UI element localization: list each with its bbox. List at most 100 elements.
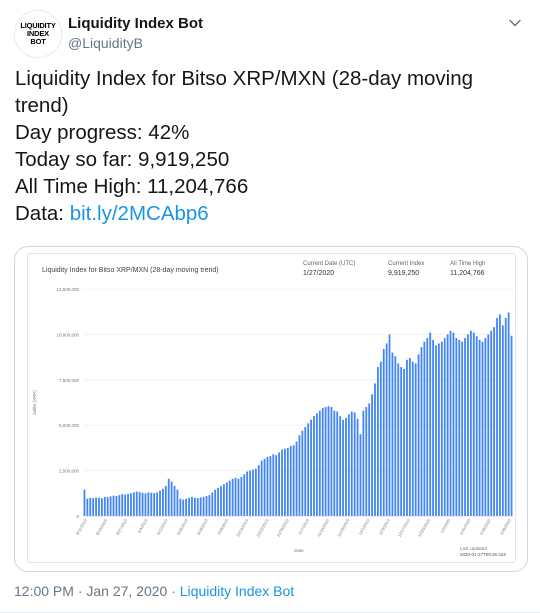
tweet-line-title: Liquidity Index for Bitso XRP/MXN (28-da… <box>15 67 474 90</box>
bar <box>501 325 504 516</box>
x-tick-label: 9/12/2019 <box>155 517 169 536</box>
x-tick-label: 8/19/2019 <box>95 517 109 536</box>
bar <box>223 484 225 516</box>
author-handle[interactable]: @LiquidityB <box>68 35 143 51</box>
data-label: Data: <box>15 202 70 225</box>
bar <box>318 410 321 516</box>
bar <box>124 494 127 516</box>
bar <box>266 456 269 516</box>
bar <box>89 497 92 516</box>
bar <box>368 403 371 516</box>
y-tick-label: 0 <box>76 514 79 519</box>
bar <box>461 341 464 516</box>
bar <box>362 410 365 516</box>
bar <box>193 497 196 516</box>
bar <box>176 489 179 516</box>
y-tick-label: 7,500,000 <box>59 378 80 383</box>
bar <box>185 498 188 516</box>
tweet-line-title-cont: trend) <box>15 94 69 117</box>
bar <box>141 492 144 516</box>
bar <box>475 336 478 516</box>
bar <box>304 427 307 516</box>
last-updated-label: Last Updated <box>460 546 487 551</box>
bar <box>202 496 205 516</box>
tweet-line-data: Data: bit.ly/2MCAbp6 <box>15 200 515 227</box>
bar <box>167 478 170 516</box>
x-tick-label: 1/10/2020 <box>458 517 472 536</box>
chevron-down-icon[interactable] <box>508 16 522 30</box>
avatar[interactable]: LIQUIDITY INDEX BOT <box>14 10 62 58</box>
bar <box>467 334 469 516</box>
bar <box>295 441 298 516</box>
bar <box>188 497 190 516</box>
bar <box>217 487 219 516</box>
bar <box>420 347 423 516</box>
bar <box>170 481 173 516</box>
bar <box>240 476 243 516</box>
y-axis-label: Index (XRP) <box>32 390 37 415</box>
bar <box>452 332 455 516</box>
stat-label: All Time High <box>450 261 485 267</box>
x-tick-label: 10/14/2019 <box>235 517 250 538</box>
bar <box>330 407 333 516</box>
bar <box>385 343 388 516</box>
bar <box>214 489 217 516</box>
chart-svg: Liquidity Index for Bitso XRP/MXN (28-da… <box>32 261 513 557</box>
y-tick-label: 2,500,000 <box>59 469 80 474</box>
bar <box>208 495 211 516</box>
bar <box>83 489 86 516</box>
bar <box>377 367 379 516</box>
bar <box>257 465 260 516</box>
bar <box>353 412 356 516</box>
timestamp[interactable]: 12:00 PM · Jan 27, 2020 · <box>14 583 180 599</box>
bar <box>484 338 487 516</box>
bar <box>182 499 185 516</box>
bar <box>345 417 347 516</box>
x-tick-label: 11/7/2019 <box>297 517 310 535</box>
bar <box>289 446 292 516</box>
bar <box>263 458 266 516</box>
bar <box>406 359 408 516</box>
bar <box>205 496 208 516</box>
bar <box>417 354 420 516</box>
bar <box>243 474 246 516</box>
bar <box>481 341 484 516</box>
bar <box>191 496 193 516</box>
bar <box>260 460 263 516</box>
bar <box>252 469 254 516</box>
bar <box>95 497 97 516</box>
x-tick-label: 10/22/2019 <box>255 517 270 538</box>
bar <box>394 356 397 516</box>
bar <box>327 406 330 516</box>
bar <box>496 318 498 516</box>
x-tick-label: 8/11/2019 <box>75 517 88 535</box>
chart-panel: Liquidity Index for Bitso XRP/MXN (28-da… <box>27 253 516 563</box>
stat-value: 11,204,766 <box>450 270 485 277</box>
source-link[interactable]: Liquidity Index Bot <box>179 583 295 599</box>
bar <box>246 471 249 516</box>
bar <box>100 498 103 516</box>
bar <box>493 327 496 516</box>
author-name[interactable]: Liquidity Index Bot <box>68 15 203 32</box>
x-tick-label: 9/20/2019 <box>176 517 190 536</box>
bar <box>414 363 417 516</box>
x-tick-label: 8/27/2019 <box>115 517 129 536</box>
bar <box>464 338 466 516</box>
bar <box>403 368 405 516</box>
bar <box>478 339 481 516</box>
data-link[interactable]: bit.ly/2MCAbp6 <box>69 202 209 225</box>
bar <box>510 335 513 516</box>
media-card[interactable]: Liquidity Index for Bitso XRP/MXN (28-da… <box>14 246 528 572</box>
bar <box>115 496 118 516</box>
bar <box>359 434 362 516</box>
x-tick-label: 10/30/2019 <box>275 517 290 538</box>
bar <box>411 361 414 516</box>
bar <box>397 363 400 516</box>
chart-title: Liquidity Index for Bitso XRP/MXN (28-da… <box>42 267 219 274</box>
bar <box>164 486 167 516</box>
x-axis-label: Date <box>294 548 304 553</box>
bar <box>278 452 281 516</box>
last-updated-value: 2020-01-27T09:35:42Z <box>460 552 506 557</box>
stat-label: Current Date (UTC) <box>303 261 355 267</box>
x-tick-label: 10/6/2019 <box>216 517 230 536</box>
